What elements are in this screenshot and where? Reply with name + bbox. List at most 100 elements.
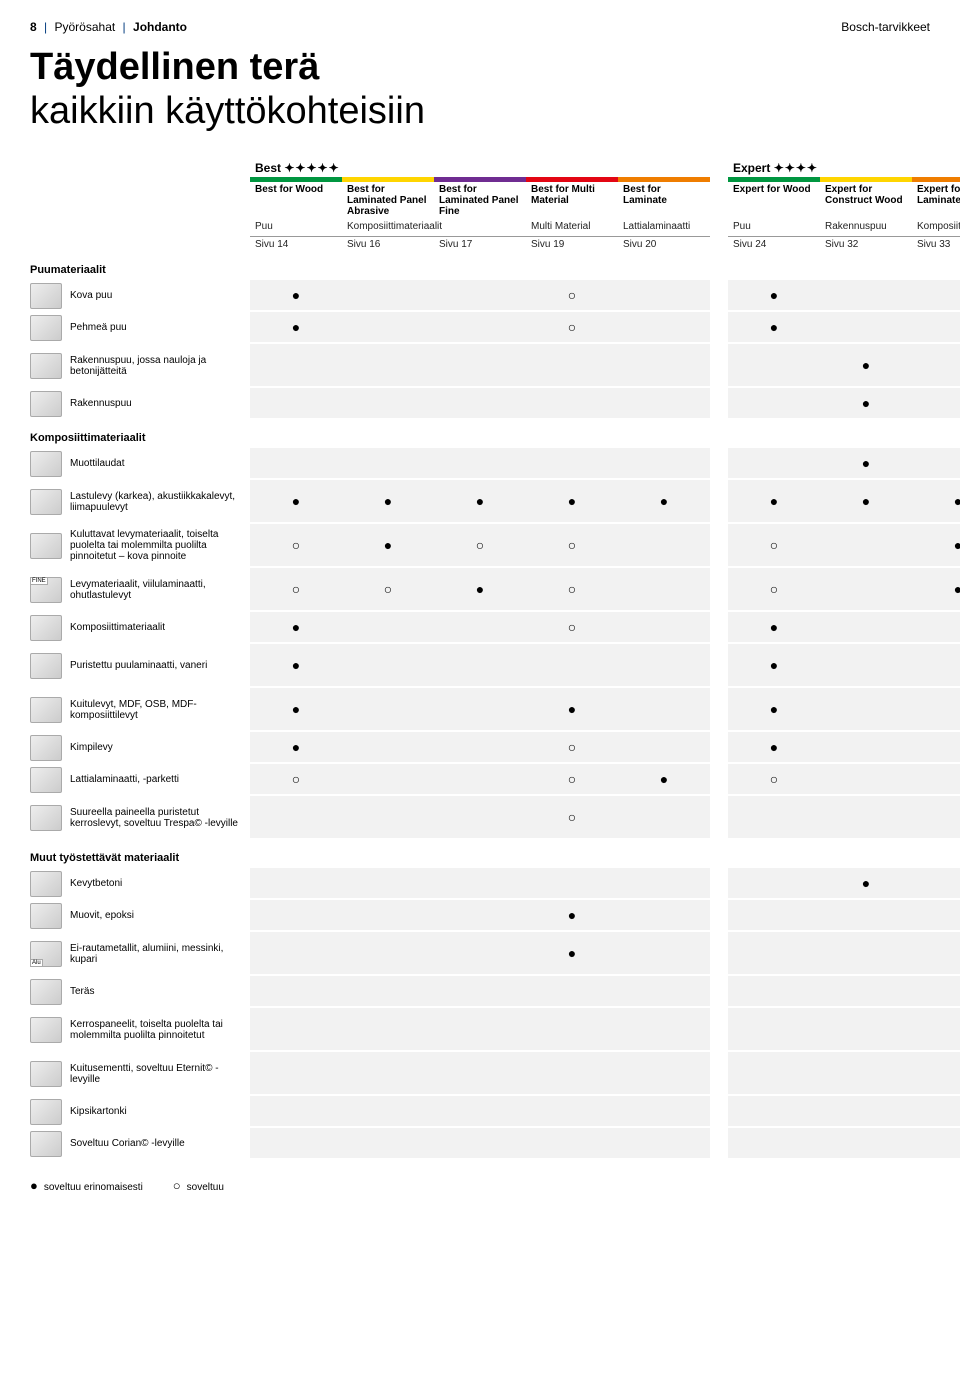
section-title: Muut työstettävät materiaalit: [30, 840, 960, 868]
matrix-cell: ○: [526, 732, 618, 764]
row-label: Puristettu puulaminaatti, vaneri: [30, 644, 250, 688]
material-icon: [30, 941, 62, 967]
row-label-text: Kuitulevyt, MDF, OSB, MDF-komposiittilev…: [70, 699, 246, 721]
matrix-cell: [728, 868, 820, 900]
matrix-cell: [618, 344, 710, 388]
matrix-cell: [342, 976, 434, 1008]
matrix-cell: ●: [728, 688, 820, 732]
matrix-cell: [526, 1096, 618, 1128]
matrix-cell: [434, 280, 526, 312]
matrix-cell: [728, 1128, 820, 1160]
matrix-cell: ●: [250, 688, 342, 732]
crumb-sep: |: [40, 20, 51, 34]
matrix-cell: ●: [912, 524, 960, 568]
matrix-cell: ●: [250, 644, 342, 688]
row-label: Soveltuu Corian© -levyille: [30, 1128, 250, 1160]
material-icon: [30, 315, 62, 341]
row-label-text: Kipsikartonki: [70, 1106, 127, 1117]
matrix-cell: [618, 644, 710, 688]
matrix-cell: [912, 764, 960, 796]
material-icon: [30, 615, 62, 641]
matrix-cell: [250, 796, 342, 840]
matrix-cell: ○: [250, 568, 342, 612]
matrix-cell: ●: [728, 480, 820, 524]
col-name: Best for Laminate: [618, 182, 710, 208]
matrix-cell: [526, 344, 618, 388]
matrix-cell: [820, 1096, 912, 1128]
matrix-cell: ●: [250, 312, 342, 344]
page-number: 8: [30, 20, 37, 34]
matrix-cell: [820, 280, 912, 312]
matrix-cell: [912, 1096, 960, 1128]
matrix-cell: [820, 524, 912, 568]
matrix-cell: [526, 1052, 618, 1096]
matrix-cell: [434, 932, 526, 976]
row-label: Muottilaudat: [30, 448, 250, 480]
legend-open: ○soveltuu: [173, 1178, 224, 1193]
legend-full: ●soveltuu erinomaisesti: [30, 1178, 143, 1193]
row-label: Teräs: [30, 976, 250, 1008]
matrix-cell: ●: [820, 344, 912, 388]
col-gap: [710, 732, 728, 764]
matrix-cell: [342, 388, 434, 420]
row-label-text: Kerrospaneelit, toiselta puolelta tai mo…: [70, 1019, 246, 1041]
crumb-sep: |: [119, 20, 130, 34]
matrix-cell: ○: [526, 612, 618, 644]
matrix-cell: ●: [526, 932, 618, 976]
col-material: Rakennuspuu: [820, 219, 912, 234]
matrix-cell: ●: [728, 732, 820, 764]
matrix-cell: ●: [820, 480, 912, 524]
matrix-cell: [342, 344, 434, 388]
matrix-cell: [526, 1008, 618, 1052]
matrix-cell: [342, 1052, 434, 1096]
matrix-cell: [434, 1052, 526, 1096]
matrix-cell: [342, 932, 434, 976]
matrix-cell: ○: [728, 568, 820, 612]
row-label-text: Kimpilevy: [70, 742, 113, 753]
matrix-cell: [912, 796, 960, 840]
matrix-cell: ○: [434, 524, 526, 568]
col-name: Best for Laminated Panel Abrasive: [342, 182, 434, 219]
row-label: Kevytbetoni: [30, 868, 250, 900]
legend: ●soveltuu erinomaisesti ○soveltuu: [30, 1178, 930, 1193]
material-icon: [30, 489, 62, 515]
row-label-text: Muovit, epoksi: [70, 910, 134, 921]
matrix-cell: [912, 388, 960, 420]
col-page: Sivu 33: [912, 236, 960, 252]
row-label: Kuitusementti, soveltuu Eternit© -levyil…: [30, 1052, 250, 1096]
matrix-cell: [434, 612, 526, 644]
matrix-cell: [434, 688, 526, 732]
matrix-cell: [618, 568, 710, 612]
matrix-cell: ●: [912, 568, 960, 612]
row-label: Komposiittimateriaalit: [30, 612, 250, 644]
matrix-cell: [820, 900, 912, 932]
matrix-cell: [250, 1052, 342, 1096]
row-label-text: Rakennuspuu: [70, 398, 132, 409]
matrix-cell: ●: [912, 480, 960, 524]
matrix-cell: [342, 688, 434, 732]
row-label: Kimpilevy: [30, 732, 250, 764]
material-icon: [30, 767, 62, 793]
matrix-cell: [820, 764, 912, 796]
matrix-cell: [526, 868, 618, 900]
matrix-cell: ●: [728, 312, 820, 344]
matrix-cell: [250, 448, 342, 480]
matrix-cell: ●: [820, 448, 912, 480]
matrix-cell: ●: [618, 764, 710, 796]
matrix-cell: ○: [728, 524, 820, 568]
material-icon: [30, 1061, 62, 1087]
matrix-cell: [342, 796, 434, 840]
breadcrumb: 8 | Pyörösahat | Johdanto: [30, 20, 187, 34]
col-gap: [710, 932, 728, 976]
page-header: 8 | Pyörösahat | Johdanto Bosch-tarvikke…: [30, 20, 930, 34]
matrix-cell: [618, 524, 710, 568]
row-label-text: Suureella paineella puristetut kerroslev…: [70, 807, 246, 829]
matrix-cell: [342, 1008, 434, 1052]
col-gap: [710, 612, 728, 644]
matrix-cell: [250, 932, 342, 976]
row-label: Rakennuspuu: [30, 388, 250, 420]
col-gap: [710, 524, 728, 568]
col-page: Sivu 17: [434, 236, 526, 252]
matrix-cell: [728, 388, 820, 420]
crumb-1: Pyörösahat: [55, 20, 116, 34]
